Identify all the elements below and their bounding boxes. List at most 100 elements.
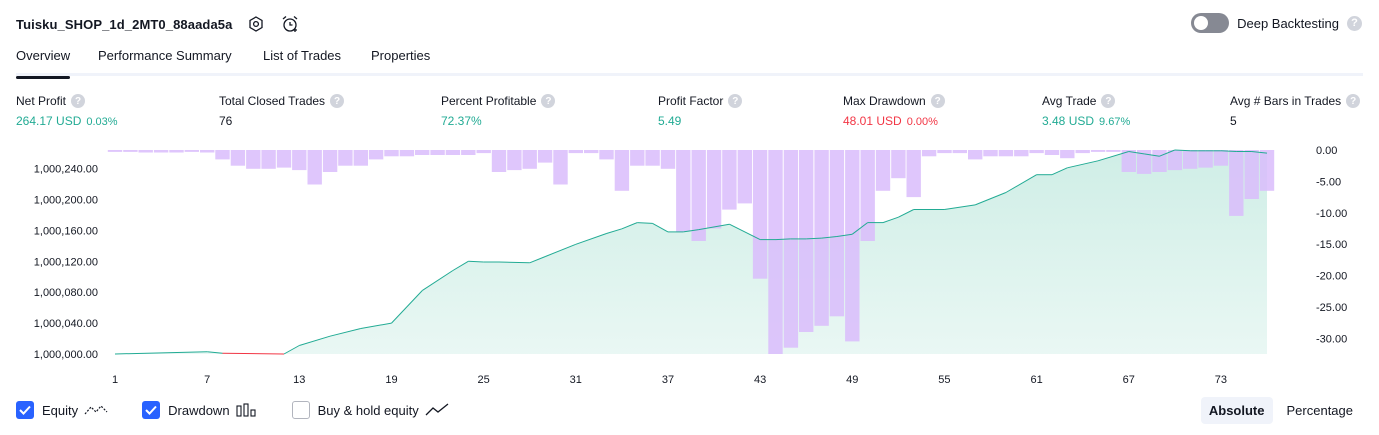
drawdown-bar — [799, 150, 814, 332]
equity-label: Equity — [42, 402, 79, 418]
drawdown-bar — [998, 150, 1014, 157]
x-axis-tick: 19 — [385, 374, 397, 386]
equity-line-segment — [775, 238, 791, 241]
equity-line-segment — [698, 223, 730, 231]
drawdown-bar — [169, 150, 184, 153]
help-icon[interactable]: ? — [541, 94, 556, 108]
equity-drawdown-chart[interactable]: 1,000,000.00 1,000,040.00 1,000,080.00 1,00… — [0, 138, 1379, 393]
tab-performance-summary[interactable]: Performance Summary — [98, 48, 232, 63]
drawdown-bar — [1029, 150, 1044, 154]
metric-label: Percent Profitable — [441, 94, 537, 108]
drawdown-bar — [123, 150, 138, 152]
drawdown-bar — [553, 150, 568, 185]
help-icon[interactable]: ? — [71, 94, 86, 108]
equity-area — [115, 150, 1267, 354]
buy-hold-checkbox[interactable] — [291, 401, 310, 419]
legend-equity[interactable]: Equity — [16, 401, 108, 419]
equity-checkbox[interactable] — [16, 401, 34, 419]
equity-line-segment — [1174, 149, 1191, 152]
help-icon[interactable]: ? — [1346, 94, 1361, 108]
equity-line-segment — [836, 233, 853, 237]
legend-drawdown[interactable]: Drawdown — [142, 401, 257, 419]
equity-line-segment — [1220, 150, 1237, 152]
equity-line-segment — [421, 270, 454, 292]
help-icon[interactable]: ? — [1101, 94, 1116, 108]
left-axis-tick: 1,000,080.00 — [34, 287, 98, 299]
left-axis-tick: 1,000,120.00 — [34, 256, 98, 268]
drawdown-bar — [845, 150, 860, 342]
drawdown-bar — [1121, 150, 1136, 172]
right-axis-tick: -30.00 — [1316, 333, 1347, 345]
equity-line-segment — [1097, 151, 1129, 162]
help-icon[interactable]: ? — [728, 94, 743, 108]
deep-backtesting-toggle[interactable] — [1191, 13, 1230, 33]
metric-value: 3.48 USD — [1042, 114, 1095, 128]
equity-line-segment — [529, 256, 546, 264]
equity-line-segment — [683, 229, 699, 233]
deep-backtesting-label: Deep Backtesting — [1237, 15, 1339, 31]
drawdown-bar — [1183, 150, 1198, 169]
equity-line-segment — [898, 209, 914, 218]
equity-line-segment — [391, 290, 423, 324]
metric-avg-trade: Avg Trade? 3.48 USD 9.67% — [1042, 94, 1130, 128]
metric-percent: 0.00% — [906, 116, 938, 128]
help-icon[interactable]: ? — [930, 94, 945, 108]
metric-label: Avg Trade — [1042, 94, 1097, 108]
drawdown-checkbox[interactable] — [142, 401, 161, 419]
metric-label: Profit Factor — [658, 94, 724, 108]
metric-total-closed-trades: Total Closed Trades? 76 — [219, 94, 345, 128]
percentage-button[interactable]: Percentage — [1286, 403, 1354, 418]
drawdown-bar — [353, 150, 368, 166]
x-axis-tick: 1 — [112, 374, 118, 386]
drawdown-bar — [568, 150, 583, 154]
equity-line-segment — [329, 328, 361, 337]
settings-icon[interactable] — [246, 14, 266, 34]
drawdown-bar — [307, 150, 322, 185]
x-axis-tick: 73 — [1215, 374, 1227, 386]
x-axis-tick: 67 — [1123, 374, 1135, 386]
legend-buy-hold[interactable]: Buy & hold equity — [291, 401, 449, 419]
drawdown-bar — [430, 150, 445, 155]
drawdown-bar — [1229, 150, 1244, 216]
drawdown-bar — [445, 150, 461, 155]
drawdown-bar — [215, 150, 230, 160]
equity-line-segment — [1144, 153, 1160, 157]
drawdown-bar — [138, 150, 153, 153]
drawdown-bar — [722, 150, 737, 210]
drawdown-bar — [415, 150, 430, 155]
x-axis-tick: 25 — [477, 374, 489, 386]
equity-line-segment — [637, 222, 653, 224]
tab-properties[interactable]: Properties — [371, 48, 431, 63]
right-axis-tick: -15.00 — [1316, 239, 1347, 251]
chart-legend: Equity Drawdown Buy & hold equity — [16, 401, 483, 419]
deep-backtesting-help-icon[interactable]: ? — [1347, 15, 1362, 31]
drawdown-bar — [1136, 150, 1152, 174]
tab-overview[interactable]: Overview — [16, 48, 71, 79]
drawdown-bar — [968, 150, 983, 160]
equity-line-segment — [1067, 160, 1099, 169]
drawdown-bar — [200, 150, 215, 153]
metric-label: Max Drawdown — [843, 94, 926, 108]
strategy-header: Tuisku_SHOP_1d_2MT0_88aada5a — [16, 12, 300, 36]
drawdown-bar — [737, 150, 752, 204]
x-axis-tick: 43 — [754, 374, 766, 386]
right-axis-tick: 0.00 — [1316, 145, 1337, 157]
buy-hold-label: Buy & hold equity — [317, 402, 419, 418]
alarm-add-icon[interactable] — [280, 14, 300, 34]
equity-line-segment — [222, 352, 285, 355]
drawdown-bar — [476, 150, 491, 154]
right-axis-tick: -25.00 — [1316, 302, 1347, 314]
drawdown-bar — [1090, 150, 1106, 152]
buy-hold-line-icon — [425, 403, 449, 417]
metric-label: Avg # Bars in Trades — [1230, 94, 1342, 108]
absolute-button[interactable]: Absolute — [1200, 397, 1273, 424]
equity-line-segment — [1159, 149, 1175, 157]
equity-line-segment — [360, 322, 392, 329]
tab-list-of-trades[interactable]: List of Trades — [263, 48, 342, 63]
help-icon[interactable]: ? — [330, 94, 345, 108]
strategy-title: Tuisku_SHOP_1d_2MT0_88aada5a — [16, 16, 233, 32]
metric-value: 264.17 USD — [16, 114, 82, 128]
drawdown-bar — [691, 150, 706, 241]
drawdown-bar — [614, 150, 630, 191]
drawdown-bar — [645, 150, 660, 166]
